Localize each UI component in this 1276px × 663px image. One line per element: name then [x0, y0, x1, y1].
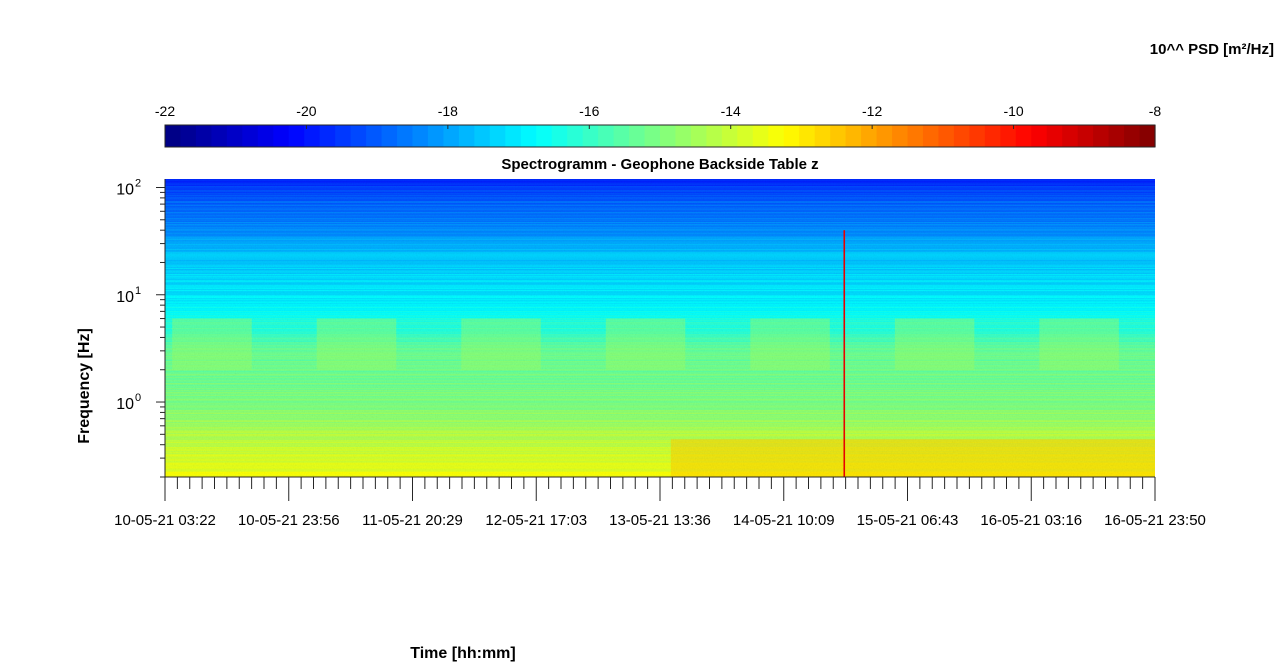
colorbar-step — [953, 125, 970, 147]
y-tick-exponent: 1 — [135, 285, 141, 297]
colorbar-step — [1077, 125, 1094, 147]
colorbar-step — [536, 125, 553, 147]
colorbar-step — [443, 125, 460, 147]
x-tick-label: 11-05-21 20:29 — [362, 512, 463, 529]
colorbar-step — [969, 125, 986, 147]
colorbar-step — [1000, 125, 1017, 147]
colorbar-step — [226, 125, 243, 147]
colorbar-step — [922, 125, 940, 147]
y-axis-label: Frequency [Hz] — [76, 328, 93, 444]
x-tick-label: 10-05-21 23:56 — [238, 512, 340, 529]
colorbar-step — [180, 125, 197, 147]
y-tick-exponent: 0 — [135, 392, 141, 404]
colorbar-step — [195, 125, 213, 147]
x-tick-label: 16-05-21 23:50 — [1104, 512, 1206, 529]
colorbar-step — [1124, 125, 1141, 147]
colorbar-tick-label: -14 — [721, 103, 741, 119]
colorbar-step — [1031, 125, 1048, 147]
colorbar-step — [768, 125, 785, 147]
colorbar-step — [892, 125, 909, 147]
colorbar-step — [613, 125, 630, 147]
colorbar-step — [211, 125, 228, 147]
colorbar-step — [706, 125, 723, 147]
colorbar-step — [814, 125, 831, 147]
colorbar-tick-label: -16 — [579, 103, 599, 119]
colorbar-step — [273, 125, 290, 147]
colorbar-step — [1015, 125, 1032, 147]
colorbar-step — [799, 125, 816, 147]
colorbar-step — [242, 125, 259, 147]
colorbar-frame — [164, 124, 1156, 148]
colorbar-step — [861, 125, 878, 147]
colorbar-step — [752, 125, 769, 147]
x-tick-label: 16-05-21 03:16 — [980, 512, 1082, 529]
chart-title: Spectrogramm - Geophone Backside Table z — [501, 156, 818, 173]
x-tick-label: 15-05-21 06:43 — [857, 512, 959, 529]
colorbar-step — [1093, 125, 1110, 147]
colorbar-step — [876, 125, 893, 147]
colorbar-step — [366, 125, 383, 147]
x-tick-label: 12-05-21 17:03 — [485, 512, 587, 529]
x-axis-label: Time [hh:mm] — [410, 645, 515, 662]
noise-texture — [165, 179, 1155, 477]
colorbar-label: 10^^ PSD [m²/Hz] — [1150, 41, 1274, 58]
colorbar-step — [984, 125, 1001, 147]
colorbar-step — [427, 125, 445, 147]
colorbar-step — [644, 125, 661, 147]
colorbar-step — [458, 125, 475, 147]
colorbar-step — [737, 125, 754, 147]
colorbar-step — [1108, 125, 1125, 147]
colorbar-step — [350, 125, 367, 147]
colorbar-step — [1139, 125, 1156, 147]
colorbar-step — [845, 125, 862, 147]
x-tick-label: 14-05-21 10:09 — [733, 512, 835, 529]
colorbar-step — [938, 125, 955, 147]
colorbar-step — [567, 125, 584, 147]
colorbar-step — [489, 125, 506, 147]
colorbar-step — [675, 125, 692, 147]
x-axis: 10-05-21 03:22 10-05-21 23:56 11-05-21 20:… — [114, 476, 1206, 529]
colorbar-step — [505, 125, 522, 147]
colorbar-step — [783, 125, 800, 147]
y-tick-exponent: 2 — [135, 177, 141, 189]
x-tick-label: 13-05-21 13:36 — [609, 512, 711, 529]
colorbar-step — [412, 125, 429, 147]
colorbar-step — [397, 125, 414, 147]
colorbar-step — [1046, 125, 1063, 147]
colorbar-step — [629, 125, 646, 147]
colorbar-tick-label: -8 — [1149, 103, 1162, 119]
colorbar-step — [381, 125, 398, 147]
y-tick-label: 10 — [116, 396, 134, 413]
colorbar-step — [660, 125, 677, 147]
colorbar-step — [1062, 125, 1079, 147]
colorbar-step — [721, 125, 738, 147]
colorbar-tick-label: -20 — [296, 103, 316, 119]
colorbar-ticks: -22 -20 -18 -16 -14 -12 -10 -8 — [155, 103, 1162, 129]
x-tick-label: 10-05-21 03:22 — [114, 512, 216, 529]
colorbar: -22 -20 -18 -16 -14 -12 -10 -8 — [155, 103, 1162, 148]
colorbar-tick-label: -12 — [862, 103, 882, 119]
colorbar-tick-label: -18 — [438, 103, 458, 119]
colorbar-step — [474, 125, 491, 147]
colorbar-step — [319, 125, 336, 147]
colorbar-step — [165, 125, 182, 147]
colorbar-step — [830, 125, 847, 147]
y-tick-label: 10 — [116, 289, 134, 306]
spectrogram-plot-area — [165, 179, 1155, 477]
colorbar-tick-label: -22 — [155, 103, 175, 119]
colorbar-step — [598, 125, 615, 147]
colorbar-step — [582, 125, 599, 147]
colorbar-step — [551, 125, 568, 147]
colorbar-step — [335, 125, 352, 147]
y-tick-label: 10 — [116, 181, 134, 198]
colorbar-step — [257, 125, 274, 147]
colorbar-step — [907, 125, 924, 147]
colorbar-step — [690, 125, 708, 147]
colorbar-step — [304, 125, 321, 147]
colorbar-tick-label: -10 — [1003, 103, 1023, 119]
colorbar-step — [288, 125, 305, 147]
colorbar-step — [520, 125, 537, 147]
